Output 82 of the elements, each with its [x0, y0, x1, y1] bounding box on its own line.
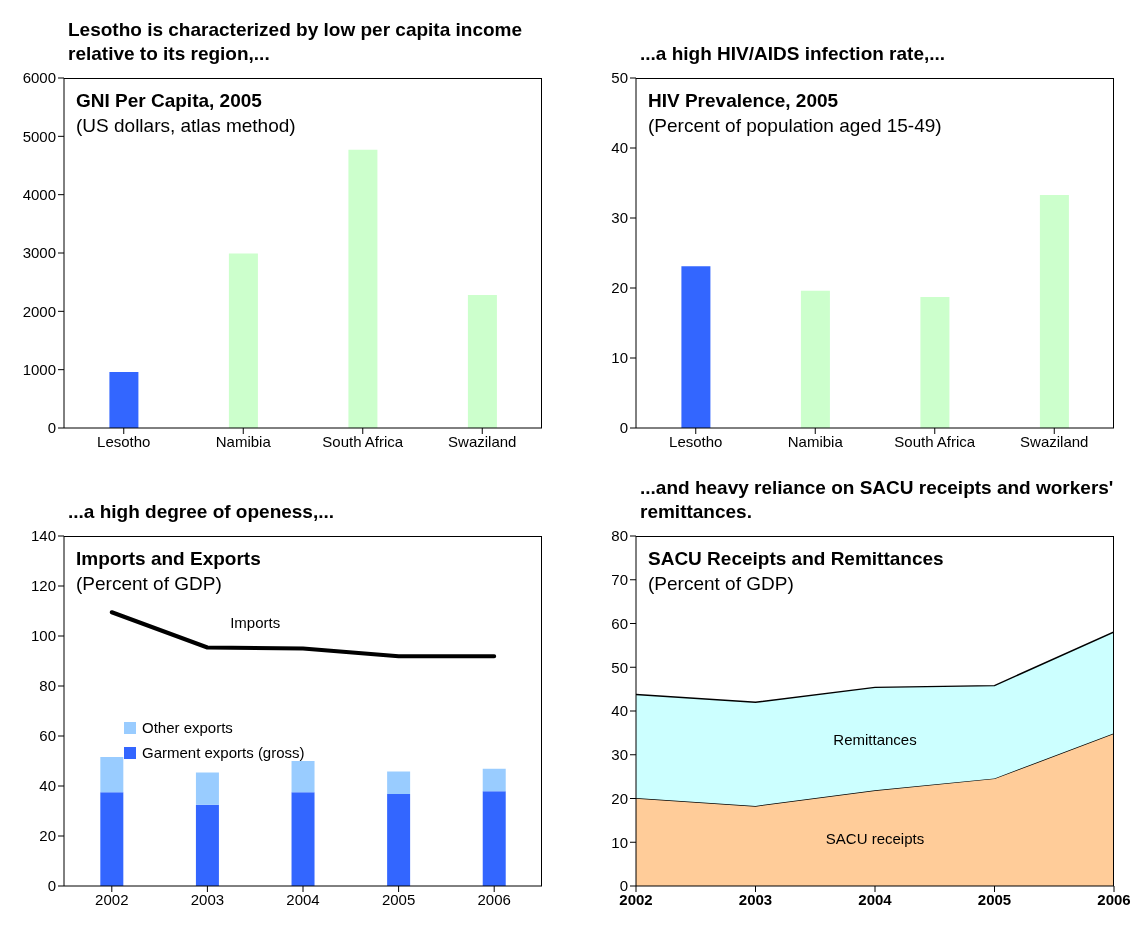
x-tick-label: 2004: [858, 890, 893, 908]
series-label: Remittances: [833, 730, 917, 748]
bar: [920, 297, 950, 428]
y-tick-label: 100: [30, 627, 56, 645]
bar: [482, 791, 506, 886]
y-tick-label: 30: [611, 209, 628, 227]
text: Imports and Exports: [76, 547, 261, 571]
y-tick-label: 30: [611, 746, 628, 764]
y-tick-label: 20: [611, 789, 628, 807]
x-tick-label: 2006: [1097, 890, 1131, 908]
x-tick-label: Namibia: [215, 432, 272, 450]
y-tick-label: 2000: [22, 302, 56, 320]
x-tick-label: 2004: [286, 890, 320, 908]
y-tick-label: 20: [611, 279, 628, 297]
y-tick-label: 20: [39, 827, 56, 845]
y-tick-label: 6000: [22, 69, 56, 87]
series-label: Imports: [230, 613, 281, 630]
bar: [100, 792, 124, 886]
y-tick-label: 50: [611, 69, 628, 87]
bar: [467, 295, 497, 428]
x-tick-label: Namibia: [787, 432, 844, 450]
bar: [291, 761, 315, 793]
x-tick-label: 2005: [381, 890, 416, 908]
y-tick-label: 120: [30, 577, 56, 595]
x-tick-label: 2003: [190, 890, 225, 908]
bar: [109, 372, 139, 428]
chart-title: Lesotho is characterized by low per capita income relative to its region,...: [67, 18, 524, 66]
bar: [800, 290, 830, 428]
y-tick-label: 5000: [22, 127, 56, 145]
bar: [228, 253, 258, 428]
series-label: SACU receipts: [825, 829, 925, 847]
y-tick-label: 10: [611, 833, 628, 851]
y-tick-label: 140: [30, 527, 56, 545]
y-tick-label: 0: [619, 419, 628, 437]
y-tick-label: 1000: [22, 360, 56, 378]
text: HIV Prevalence, 2005: [648, 89, 840, 113]
y-tick-label: 40: [39, 777, 56, 795]
line-series: [109, 610, 497, 659]
x-tick-label: Swaziland: [448, 432, 517, 450]
chart-title: ...a high degree of openess,...: [67, 500, 336, 524]
bar: [1039, 194, 1069, 428]
x-tick-label: Lesotho: [669, 432, 723, 450]
x-tick-label: 2002: [95, 890, 129, 908]
x-tick-label: 2006: [477, 890, 511, 908]
bar: [195, 804, 219, 886]
text: GNI Per Capita, 2005: [76, 89, 263, 113]
y-tick-label: 50: [611, 658, 628, 676]
y-tick-label: 80: [611, 527, 628, 545]
bar: [387, 771, 411, 794]
annotation: (Percent of population aged 15-49): [648, 114, 942, 138]
bar: [348, 149, 378, 428]
legend-label: Other exports: [141, 719, 234, 736]
chart-title: ...and heavy reliance on SACU receipts and workers' remittances.: [639, 476, 1115, 524]
bar: [387, 794, 411, 886]
text: SACU Receipts and Remittances: [648, 547, 944, 571]
y-tick-label: 10: [611, 349, 628, 367]
annotation: (Percent of GDP): [648, 572, 795, 596]
y-tick-label: 0: [47, 419, 56, 437]
x-tick-label: South Africa: [894, 432, 976, 450]
annotation: (Percent of GDP): [76, 572, 223, 596]
y-tick-label: 40: [611, 139, 628, 157]
y-tick-label: 3000: [22, 244, 56, 262]
y-tick-label: 0: [47, 877, 56, 895]
y-tick-label: 40: [611, 702, 628, 720]
y-tick-label: 4000: [22, 185, 56, 203]
x-tick-label: Swaziland: [1020, 432, 1089, 450]
x-tick-label: 2005: [977, 890, 1012, 908]
y-tick-label: 60: [611, 614, 628, 632]
x-tick-label: South Africa: [322, 432, 404, 450]
bar: [681, 266, 711, 428]
x-tick-label: Lesotho: [97, 432, 151, 450]
y-tick-label: 60: [39, 727, 56, 745]
bar: [100, 757, 124, 793]
y-tick-label: 80: [39, 677, 56, 695]
y-tick-label: 70: [611, 571, 628, 589]
annotation: (US dollars, atlas method): [76, 114, 296, 138]
bar: [195, 772, 219, 805]
legend-label: Garment exports (gross): [141, 744, 305, 761]
x-tick-label: 2003: [738, 890, 773, 908]
chart-title: ...a high HIV/AIDS infection rate,...: [639, 42, 947, 66]
bar: [291, 792, 315, 886]
bar: [482, 768, 506, 792]
